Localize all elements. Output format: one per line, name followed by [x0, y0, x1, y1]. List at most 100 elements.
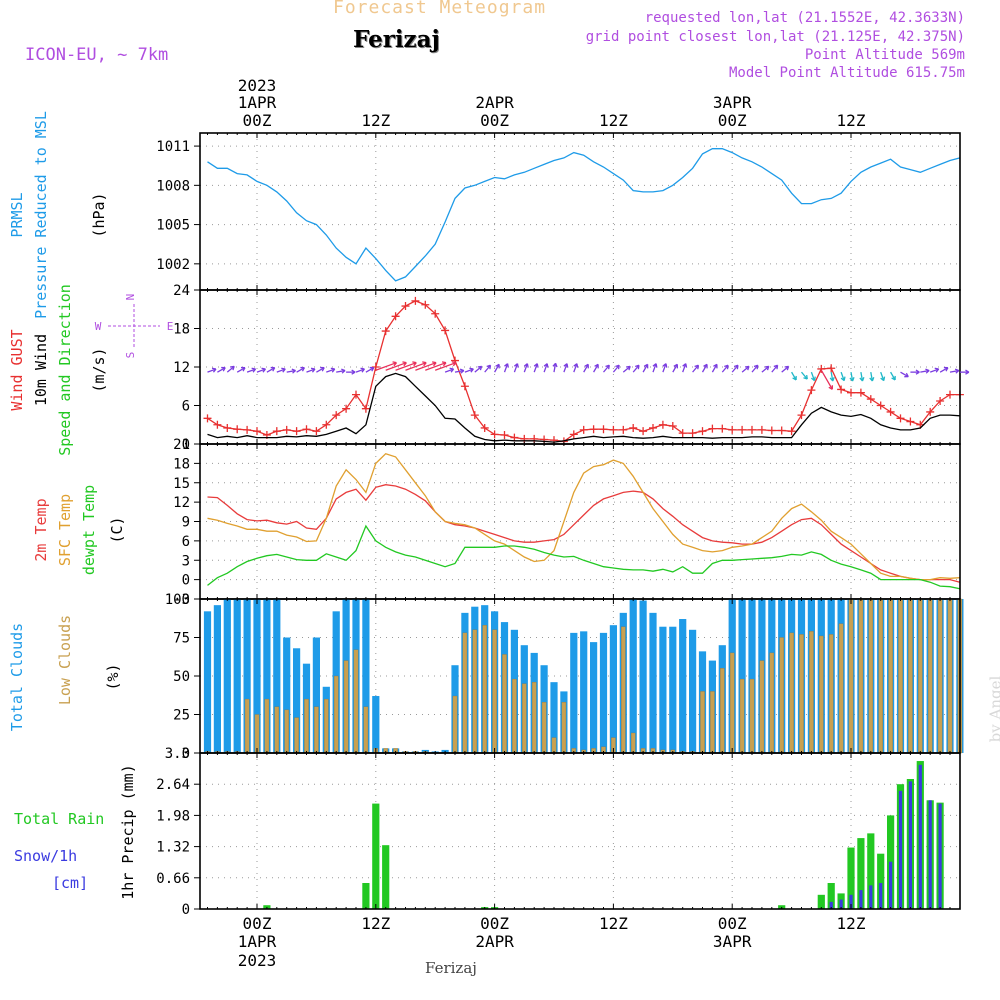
y-tick-label: 25 [173, 708, 190, 724]
low-cloud-bar [848, 598, 854, 754]
wind-arrow-head [441, 361, 447, 367]
low-cloud-bar [937, 598, 943, 754]
wind-arrow-head [270, 366, 276, 372]
gust-marker [649, 423, 657, 432]
wind-arrow [256, 368, 266, 373]
wind-arrow-head [513, 363, 519, 368]
total-cloud-bar [223, 599, 231, 753]
wind-arrow-head [744, 365, 750, 371]
wind-arrow-head [828, 385, 834, 390]
wind-arrow [355, 368, 365, 373]
gust-marker [292, 427, 301, 436]
snow-bar [839, 899, 843, 909]
snow-bar [889, 861, 893, 909]
gust-marker [757, 425, 766, 434]
y-tick-label: 0 [182, 573, 190, 589]
panel-3: -3 0 3 6 9 12 15 18 21 [173, 437, 961, 608]
bottom-axis-label: 00Z [480, 914, 509, 933]
snow-bar [859, 890, 863, 909]
total-cloud-bar [689, 629, 697, 753]
y-tick-label: 75 [173, 631, 190, 647]
low-cloud-bar [789, 632, 794, 754]
chart-title: Forecast Meteogram [333, 0, 547, 18]
low-cloud-bar [947, 598, 953, 754]
wind-arrow [850, 372, 854, 382]
y-tick-label: 6 [182, 534, 190, 550]
gust-marker [589, 425, 598, 434]
wind-arrow [513, 363, 519, 373]
low-cloud-bar [254, 714, 260, 754]
wind-arrow-head [320, 366, 325, 372]
gust-marker [381, 327, 390, 336]
wind-arrow-head [451, 361, 457, 367]
total-cloud-bar [213, 605, 221, 753]
gust-marker [460, 382, 469, 391]
y-tick-label: 12 [173, 360, 190, 376]
wind-arrow [939, 367, 949, 373]
low-cloud-bar [294, 717, 299, 754]
gust-marker [886, 407, 895, 416]
low-cloud-bar [284, 709, 289, 754]
gust-marker [807, 386, 816, 395]
wind-arrow [751, 364, 759, 373]
gust-marker [866, 395, 875, 404]
wind-arrow [336, 369, 346, 373]
gust-marker [629, 423, 638, 432]
gust-marker [906, 417, 915, 426]
y-tick-label: 9 [182, 515, 190, 531]
gust-marker [302, 425, 311, 434]
top-axis-label: 00Z [718, 111, 747, 130]
gust-marker [223, 423, 232, 432]
model-label: ICON-EU, ~ 7km [25, 45, 169, 65]
wind-arrow [425, 362, 447, 371]
low-cloud-bar [551, 737, 557, 754]
wind-arrow-head [432, 361, 437, 367]
total-cloud-bar [293, 648, 301, 753]
bottom-axis-label: 00Z [718, 914, 747, 933]
wind-arrow [949, 369, 959, 373]
wind-arrow [306, 368, 316, 373]
low-cloud-bar [522, 683, 527, 754]
bottom-axis-label: 1APR [238, 932, 277, 951]
low-cloud-bar [482, 625, 487, 754]
gust-marker [401, 302, 410, 311]
gust-marker [431, 309, 440, 318]
y-tick-label: -3 [173, 592, 190, 608]
wind-arrow [365, 367, 375, 373]
y-tick-label: 18 [173, 322, 190, 338]
rain-bar [362, 883, 370, 909]
wind-arrow [731, 364, 739, 373]
low-cloud-bar [908, 598, 913, 754]
wind-arrow [820, 369, 833, 390]
wind-arrow-head [615, 364, 620, 370]
top-axis-label: 2023 [238, 76, 277, 95]
wind-arrow [207, 368, 217, 373]
gust-marker [421, 300, 430, 309]
y-tick-label: 1011 [156, 139, 190, 155]
point-altitude: Point Altitude 569m [804, 47, 965, 63]
low-cloud-bar [333, 675, 339, 754]
gust-marker [738, 425, 747, 434]
wind-arrow [434, 362, 457, 371]
wind-arrow-head [925, 368, 930, 374]
low-cloud-bar [838, 623, 844, 754]
bottom-axis-label: 2023 [238, 951, 277, 970]
wind-arrow [830, 372, 834, 382]
wind-arrow-head [230, 365, 235, 371]
wind-arrow [682, 363, 687, 373]
y-tick-label: 3 [182, 553, 190, 569]
gust-marker [233, 425, 242, 434]
total-cloud-bar [679, 619, 687, 753]
low-cloud-bar [561, 702, 567, 754]
wind-arrow-head [449, 367, 455, 373]
gust-marker [688, 429, 697, 438]
low-cloud-bar [769, 652, 775, 754]
low-cloud-bar [452, 695, 458, 754]
wind-arrow-head [341, 368, 346, 374]
series-line-10m-wind [207, 372, 960, 443]
wind-arrow-head [694, 364, 700, 370]
wind-arrow-head [764, 365, 770, 371]
gust-marker [856, 388, 865, 397]
bottom-axis-label: 3APR [713, 932, 752, 951]
low-cloud-bar [314, 706, 319, 754]
